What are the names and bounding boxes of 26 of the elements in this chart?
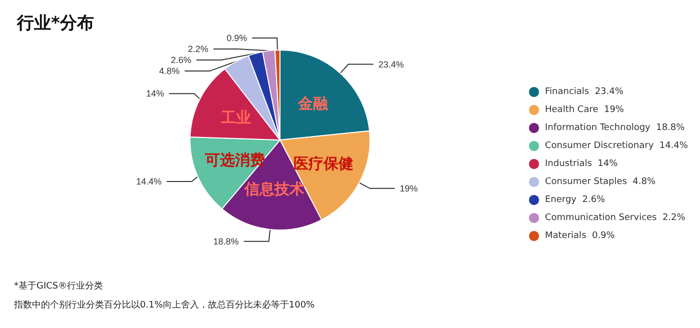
data-label: 19% <box>400 183 418 194</box>
data-label: 4.8% <box>159 66 180 76</box>
legend-label: Consumer Staples 4.8% <box>545 177 656 187</box>
text: 医疗保健 <box>294 154 354 172</box>
legend-label: Energy 2.6% <box>545 195 606 205</box>
text: 工业 <box>220 108 251 126</box>
legend-label: Health Care 19% <box>545 105 624 115</box>
text: *基于GICS®行业分类 <box>14 280 104 292</box>
data-label: 2.2% <box>188 44 208 54</box>
text: 指数中的个别行业分类百分比以0.1%向上舍入，故总百分比未必等于100% <box>13 300 316 310</box>
legend-label: Industrials 14% <box>545 159 618 169</box>
text: 可选消费 <box>204 151 265 170</box>
text: 金融 <box>298 94 328 112</box>
data-label: 23.4% <box>378 59 404 70</box>
legend-label: Materials 0.9% <box>545 231 616 241</box>
data-label: 18.8% <box>213 236 239 246</box>
data-label: 14.4% <box>136 176 162 186</box>
chart-title: 行业*分布 <box>16 14 94 34</box>
data-label: 2.6% <box>170 55 192 66</box>
legend-label: Information Technology 18.8% <box>545 123 686 133</box>
data-label: 0.9% <box>226 33 248 44</box>
legend-label: Financials 23.4% <box>545 87 624 97</box>
text: 信息技术 <box>244 180 305 198</box>
data-label: 14% <box>146 88 164 99</box>
legend-label: Communication Services 2.2% <box>545 213 686 223</box>
legend-label: Consumer Discretionary 14.4% <box>545 141 688 151</box>
